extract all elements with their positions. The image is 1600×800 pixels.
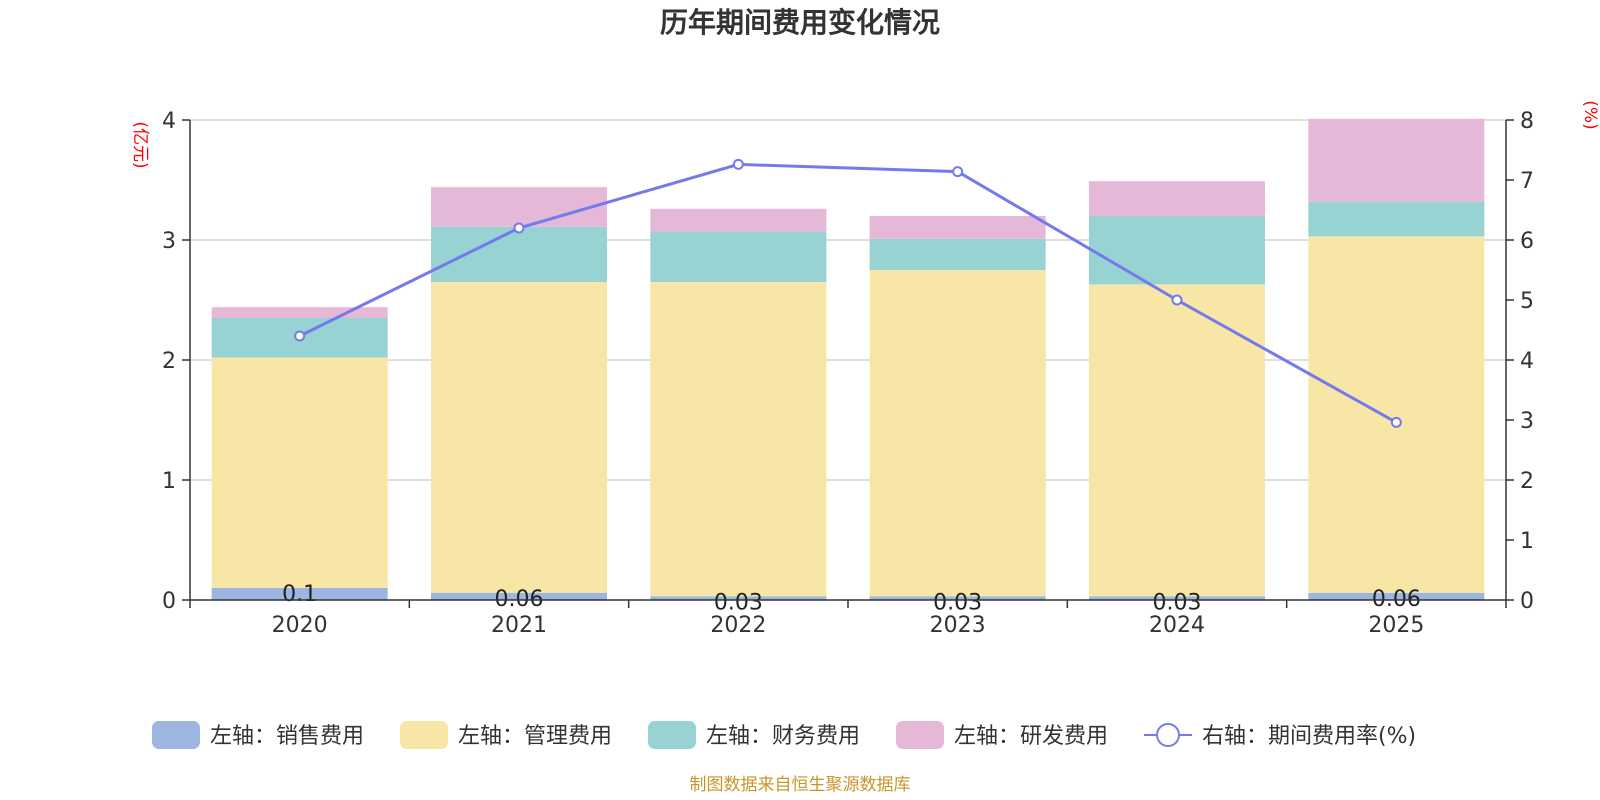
x-tick-label-2020: 2020 [272, 613, 328, 638]
right-tick-label-8: 8 [1520, 109, 1534, 134]
bar-2024-series-2 [1089, 216, 1265, 285]
left-tick-label-4: 4 [162, 109, 176, 134]
sales-value-label-2020: 0.1 [282, 582, 317, 607]
legend-label-line: 右轴：期间费用率(%) [1202, 724, 1416, 749]
sales-value-label-2022: 0.03 [714, 590, 763, 615]
expense-rate-line [294, 158, 1402, 428]
x-tick-label-2021: 2021 [491, 613, 547, 638]
legend-swatch-series-0 [152, 721, 200, 749]
expense-rate-point-2024 [1171, 294, 1183, 306]
bar-2021-series-2 [431, 226, 607, 282]
right-tick-label-6: 6 [1520, 229, 1534, 254]
expense-rate-point-2021 [513, 222, 525, 234]
left-axis-unit: (亿元) [130, 121, 150, 168]
sales-value-label-2024: 0.03 [1153, 590, 1202, 615]
right-axis-unit: (%) [1580, 100, 1600, 129]
x-tick-label-2024: 2024 [1149, 613, 1205, 638]
bar-2021-series-1 [431, 282, 607, 593]
bar-2021-series-3 [431, 187, 607, 227]
legend-label-series-3: 左轴：研发费用 [954, 724, 1108, 749]
bar-2022-series-2 [650, 231, 827, 282]
bar-2025-series-1 [1308, 236, 1485, 593]
bar-2023-series-0 [869, 596, 1046, 600]
bar-2023-series-2 [869, 238, 1046, 270]
x-tick-label-2025: 2025 [1368, 613, 1424, 638]
bar-2022-series-1 [650, 282, 827, 597]
right-tick-label-0: 0 [1520, 589, 1534, 614]
legend-swatch-series-1 [400, 721, 448, 749]
bar-2022-series-3 [650, 208, 827, 232]
left-tick-label-3: 3 [162, 229, 176, 254]
legend-label-series-2: 左轴：财务费用 [706, 724, 860, 749]
right-tick-label-3: 3 [1520, 409, 1534, 434]
left-tick-label-2: 2 [162, 349, 176, 374]
bar-2021-series-0 [431, 592, 607, 600]
legend: 左轴：销售费用 左轴：管理费用 左轴：财务费用 左轴：研发费用 右轴：期间费用率(%) [152, 721, 1416, 749]
right-tick-label-1: 1 [1520, 529, 1534, 554]
bar-2020-series-1 [211, 357, 388, 588]
bar-2024-series-3 [1089, 181, 1265, 216]
legend-label-series-0: 左轴：销售费用 [210, 724, 364, 749]
right-tick-label-2: 2 [1520, 469, 1534, 494]
x-tick-label-2023: 2023 [930, 613, 986, 638]
bar-2025-series-3 [1308, 118, 1485, 202]
chart-title: 历年期间费用变化情况 [660, 6, 940, 39]
axes: 0 1 2 3 4 0 1 2 3 4 5 6 7 8 2020 2021 2022 2023 2024 2025 [162, 109, 1534, 638]
right-tick-label-7: 7 [1520, 169, 1534, 194]
bar-2024-series-1 [1089, 284, 1265, 597]
legend-label-series-1: 左轴：管理费用 [458, 724, 612, 749]
sales-value-label-2023: 0.03 [933, 590, 982, 615]
stacked-bars [211, 118, 1485, 600]
left-tick-label-1: 1 [162, 469, 176, 494]
bar-2022-series-0 [650, 596, 827, 600]
bar-2025-series-0 [1308, 592, 1485, 600]
expense-rate-point-2020 [294, 330, 306, 342]
expense-rate-point-2025 [1390, 416, 1402, 428]
bar-2020-series-0 [211, 588, 388, 600]
expense-rate-point-2022 [732, 158, 744, 170]
legend-swatch-series-2 [648, 721, 696, 749]
bar-2025-series-2 [1308, 201, 1485, 237]
expense-rate-line-path [299, 162, 1398, 424]
source-note: 制图数据来自恒生聚源数据库 [690, 775, 911, 795]
right-tick-label-4: 4 [1520, 349, 1534, 374]
bar-2023-series-1 [869, 270, 1046, 597]
expense-rate-point-2023 [952, 166, 964, 178]
bar-2020-series-3 [211, 307, 388, 318]
bar-2023-series-3 [869, 216, 1046, 239]
right-tick-label-5: 5 [1520, 289, 1534, 314]
legend-swatch-series-3 [896, 721, 944, 749]
x-tick-label-2022: 2022 [710, 613, 766, 638]
bar-2024-series-0 [1089, 596, 1265, 600]
left-tick-label-0: 0 [162, 589, 176, 614]
legend-line-marker-icon [1156, 723, 1180, 747]
